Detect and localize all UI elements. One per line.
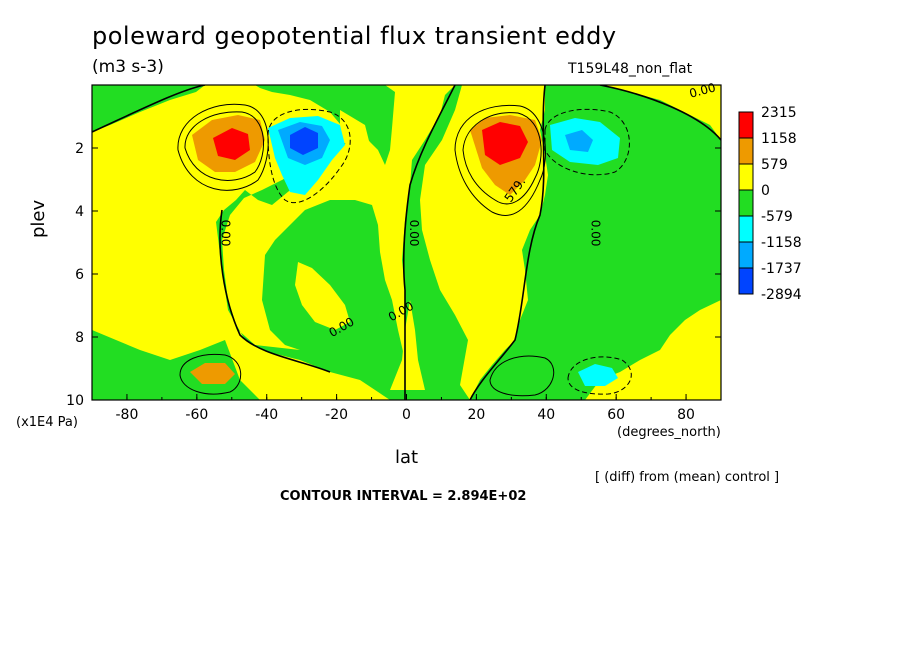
- chart-title: poleward geopotential flux transient edd…: [92, 22, 617, 50]
- x-axis-label: lat: [395, 447, 419, 468]
- x-tick-label: 60: [607, 407, 625, 423]
- contour-neg-left-outer: [267, 108, 351, 204]
- red-core-right: [482, 122, 528, 165]
- contour-label: 0.00: [407, 220, 421, 247]
- x-tick-label: -60: [185, 407, 208, 423]
- experiment-label: T159L48_non_flat: [568, 61, 693, 77]
- green-region-left-top: [92, 85, 205, 132]
- contour-pos-left-outer: [177, 103, 269, 191]
- yellow-island-left: [295, 262, 350, 330]
- zero-contour-right-top: [599, 85, 721, 141]
- colorbar-label: -1737: [761, 261, 802, 277]
- yellow-island-upper-left: [340, 110, 370, 150]
- zero-contour-left: [92, 85, 206, 133]
- x-axis-unit: (degrees_north): [617, 425, 721, 440]
- colorbar-swatch: [738, 189, 754, 217]
- contour-pos-bottom-left: [179, 353, 242, 395]
- colorbar: 2315 1158 579 0 -579 -1158 -1737 -2894: [738, 105, 802, 303]
- yellow-island-center: [390, 300, 425, 390]
- zero-contour-layer: [92, 85, 721, 400]
- green-region-center: [92, 85, 470, 400]
- contour-neg-layer: [267, 108, 632, 395]
- colorbar-swatch: [738, 163, 754, 191]
- x-tick-label: 20: [467, 407, 485, 423]
- y-axis: 2 4 6 8 10: [66, 141, 721, 409]
- blue-core-right: [565, 130, 593, 152]
- colorbar-label: -1158: [761, 235, 802, 251]
- chart-units: (m3 s-3): [92, 57, 164, 77]
- colorbar-swatch: [738, 241, 754, 269]
- darkblue-core-left: [290, 127, 318, 155]
- green-region-right: [470, 85, 721, 400]
- colorbar-swatch: [738, 111, 754, 139]
- x-tick-label: -80: [116, 407, 139, 423]
- x-tick-label: 40: [537, 407, 555, 423]
- y-tick-label: 6: [75, 267, 84, 283]
- colorbar-label: 1158: [761, 131, 797, 147]
- red-core-left: [213, 128, 250, 160]
- x-axis: -80 -60 -40 -20 0 20 40 60 80: [91, 394, 722, 423]
- contour-layer: [177, 103, 555, 397]
- zero-contour-center-left: [219, 209, 331, 373]
- contour-pos-left-mid: [184, 111, 265, 181]
- contour-pos-bottom-right: [489, 355, 555, 397]
- colorbar-swatch: [738, 267, 754, 295]
- colorbar-label: 579: [761, 157, 788, 173]
- contour-pos-right-mid: [462, 112, 542, 205]
- cyan-core-bottom-right: [578, 364, 618, 386]
- y-tick-label: 8: [75, 330, 84, 346]
- contour-neg-bottom-right: [567, 356, 632, 395]
- diff-note: [ (diff) from (mean) control ]: [595, 470, 780, 485]
- colorbar-label: 2315: [761, 105, 797, 121]
- orange-core-bottom-left: [190, 363, 235, 384]
- x-tick-label: -40: [255, 407, 278, 423]
- y-tick-label: 10: [66, 393, 84, 409]
- colorbar-label: -2894: [761, 287, 802, 303]
- colorbar-swatch: [738, 215, 754, 243]
- zero-contour-right: [469, 85, 546, 400]
- contour-neg-right-outer: [544, 108, 630, 176]
- yellow-island-right: [470, 258, 520, 330]
- x-tick-label: -20: [325, 407, 348, 423]
- colorbar-label: 0: [761, 183, 770, 199]
- colorbar-swatch: [738, 137, 754, 165]
- colorbar-label: -579: [761, 209, 793, 225]
- contour-label: 0.00: [589, 220, 603, 247]
- field-layer: [92, 85, 721, 400]
- x-tick-label: 0: [402, 407, 411, 423]
- x-tick-label: 80: [677, 407, 695, 423]
- y-tick-label: 2: [75, 141, 84, 157]
- y-tick-label: 4: [75, 204, 84, 220]
- zero-contour-center: [403, 85, 456, 400]
- contour-label: 0.00: [218, 220, 232, 247]
- y-axis-unit: (x1E4 Pa): [16, 415, 78, 430]
- contour-interval: CONTOUR INTERVAL = 2.894E+02: [280, 489, 527, 504]
- contour-pos-right-outer: [454, 104, 546, 216]
